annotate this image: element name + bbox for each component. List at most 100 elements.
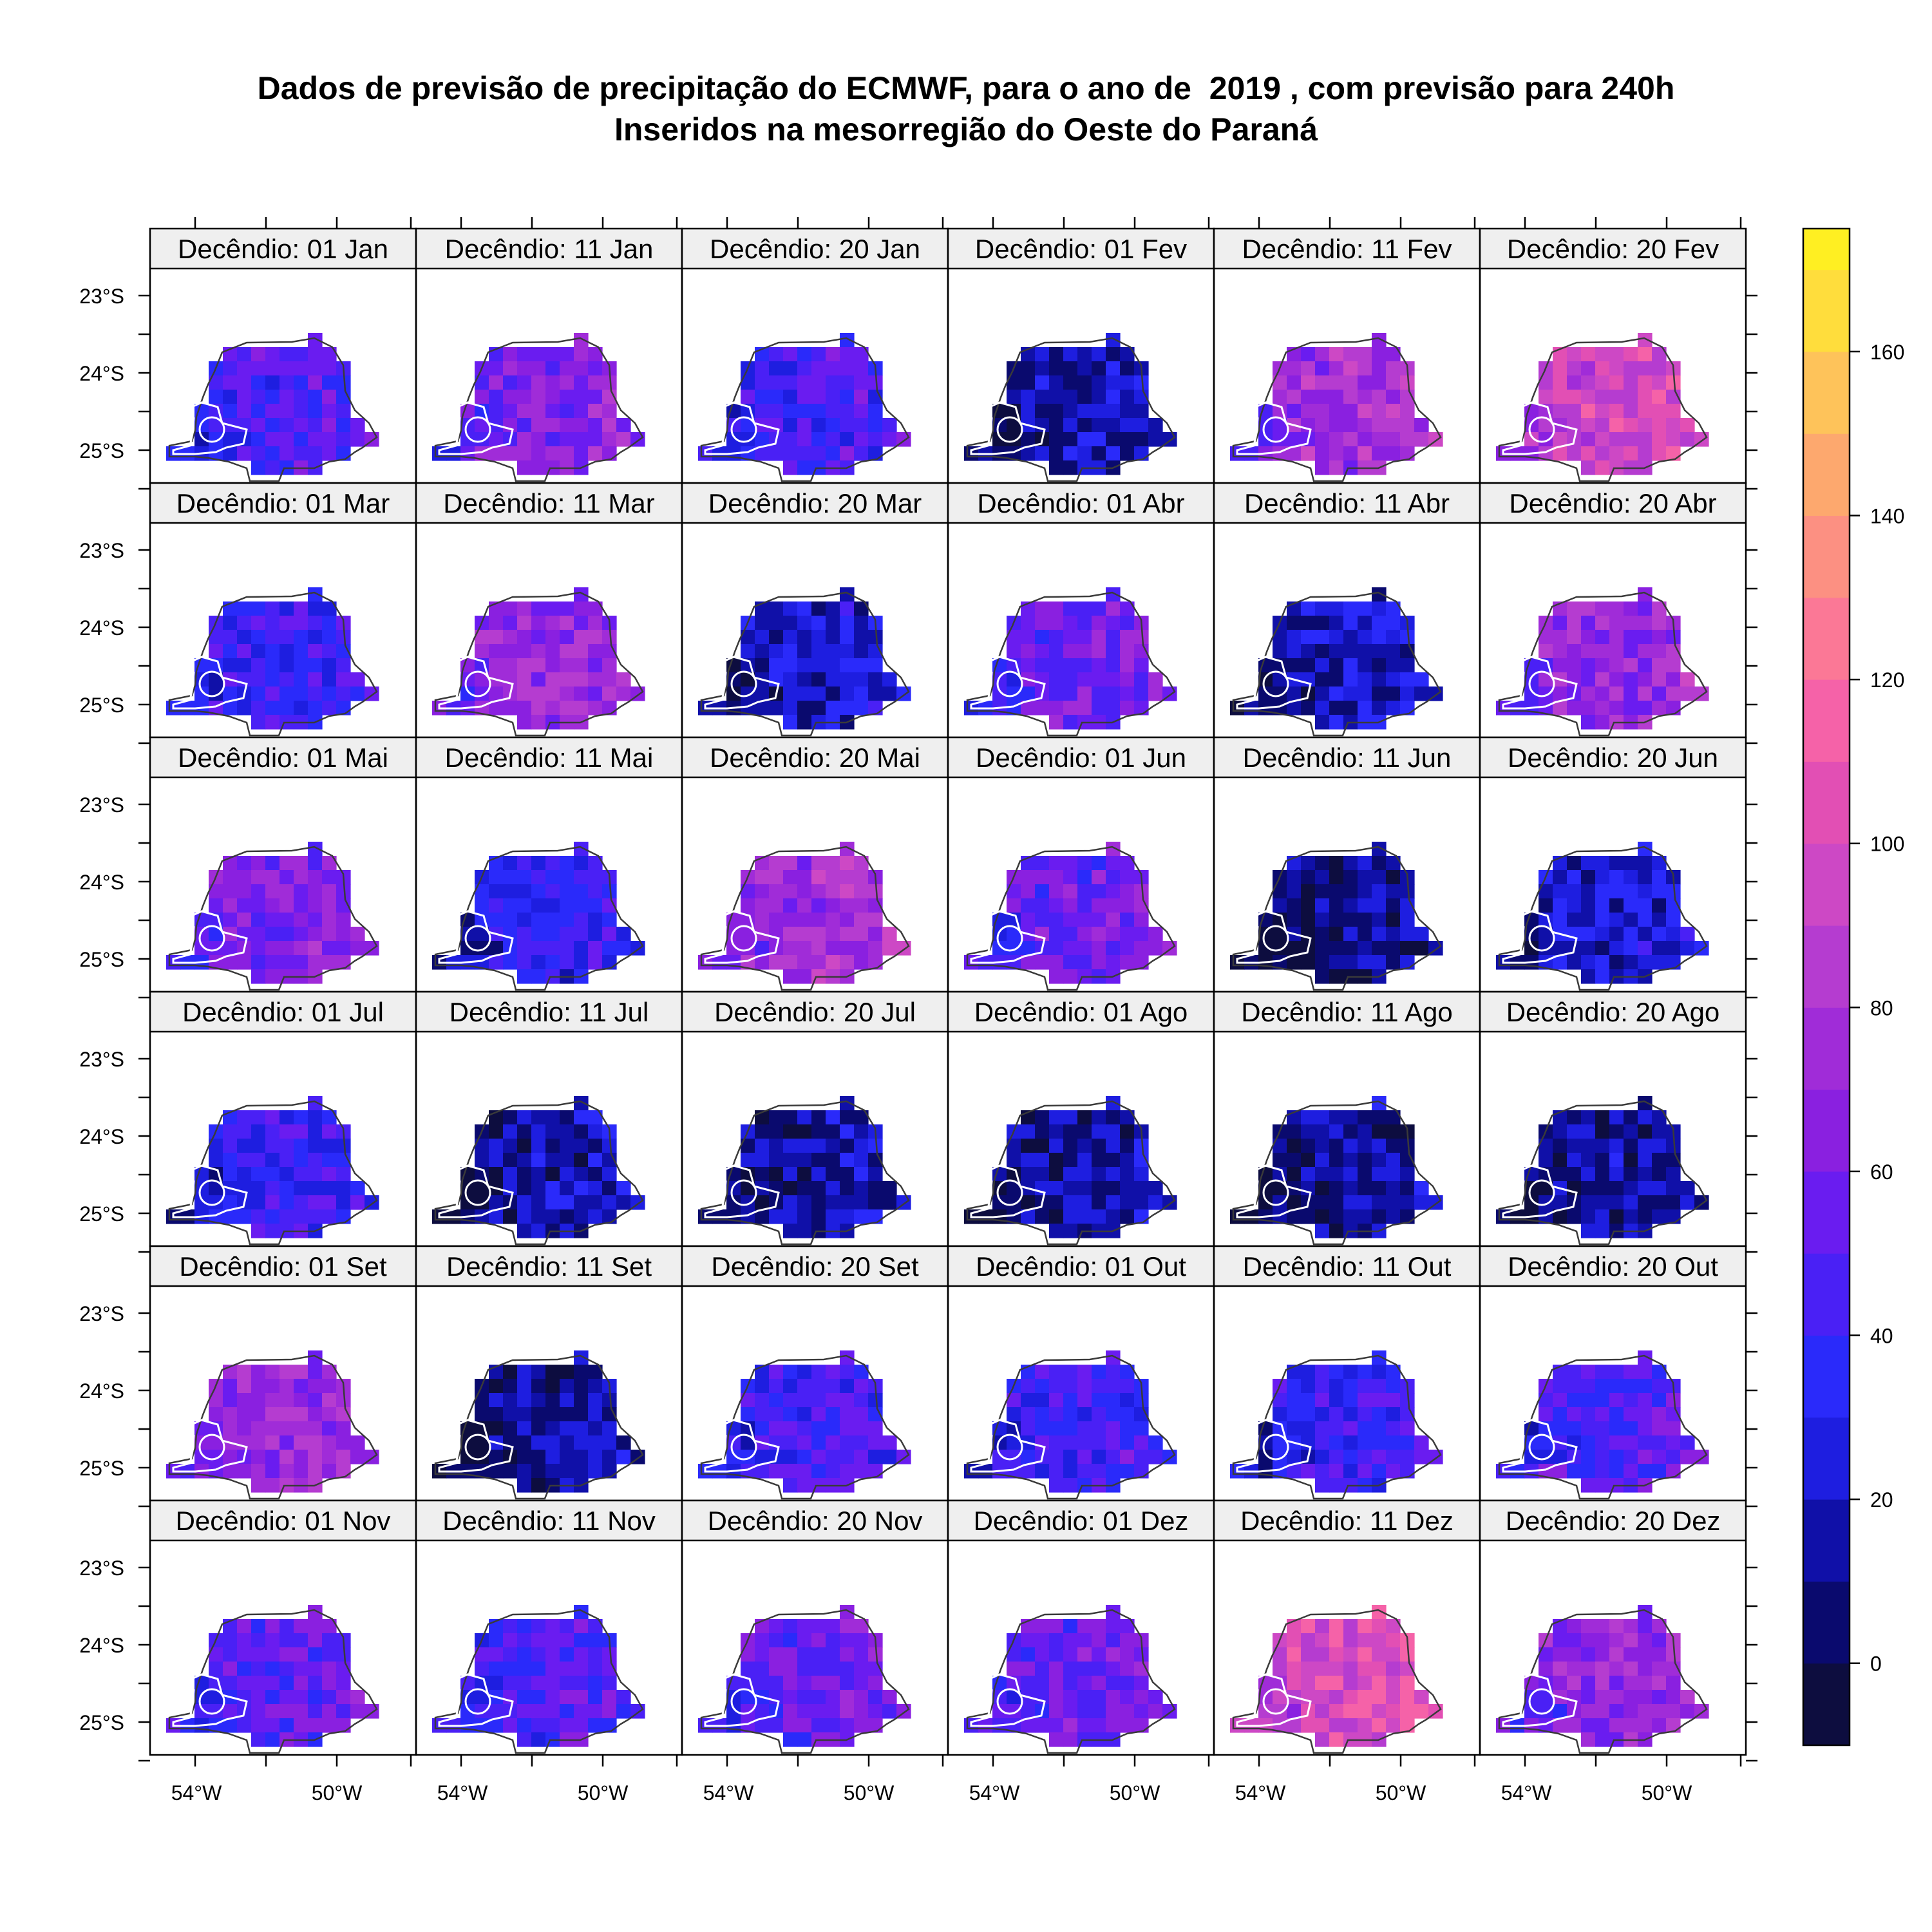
panel-strip [1480, 483, 1746, 523]
raster-cell [1315, 898, 1330, 913]
raster-cell [294, 1718, 308, 1733]
raster-cell [531, 347, 546, 362]
raster-cell [531, 687, 546, 701]
state-outline [434, 1100, 644, 1245]
raster-cell [840, 1676, 855, 1690]
raster-cell [1553, 432, 1567, 447]
raster-cell [840, 1096, 855, 1111]
raster-cell [1638, 898, 1653, 913]
raster-cell [574, 1619, 589, 1634]
raster-cell [811, 1450, 826, 1464]
raster-cell [769, 672, 784, 687]
raster-cell [769, 1407, 784, 1422]
raster-cell [1358, 1393, 1372, 1408]
raster-cell [223, 941, 238, 956]
station-circle [464, 1179, 491, 1206]
precip-raster [1230, 1605, 1443, 1754]
mesoregion-outline [970, 401, 1046, 455]
raster-cell [1092, 1619, 1106, 1634]
raster-cell [755, 1379, 770, 1394]
raster-cell [840, 390, 855, 404]
mesoregion-outline [1502, 1164, 1578, 1218]
raster-cell [602, 1195, 617, 1210]
map-panel: Decêndio: 20 Jul [681, 990, 949, 1247]
raster-cell [1301, 1365, 1316, 1379]
precip-raster [1496, 333, 1709, 482]
raster-cell [1595, 1365, 1610, 1379]
raster-cell [1567, 1167, 1582, 1182]
raster-cell [1315, 1464, 1330, 1479]
raster-cell [1007, 1647, 1021, 1662]
raster-cell [1581, 1478, 1596, 1493]
raster-cell [1553, 1139, 1567, 1153]
raster-cell [1120, 1153, 1135, 1168]
colorbar-band [1803, 1171, 1850, 1254]
raster-cell [1624, 601, 1638, 616]
raster-cell [1049, 432, 1064, 447]
raster-cell [1581, 969, 1596, 984]
raster-cell [1400, 418, 1415, 433]
raster-cell [560, 701, 574, 715]
raster-cell [322, 1690, 337, 1705]
raster-cell [1553, 701, 1567, 715]
raster-cell [826, 658, 840, 673]
raster-cell [1358, 601, 1372, 616]
raster-cell [1358, 1450, 1372, 1464]
raster-cell [769, 361, 784, 376]
panel-strip [1480, 737, 1746, 777]
raster-cell [308, 1195, 323, 1210]
raster-cell [1258, 1195, 1273, 1210]
raster-cell [322, 1464, 337, 1479]
raster-cell [1595, 404, 1610, 419]
raster-cell [237, 701, 252, 715]
title-line-2: Inseridos na mesorregião do Oeste do Par… [614, 111, 1318, 147]
station-circle [996, 1434, 1023, 1461]
raster-cell [1638, 870, 1653, 885]
panel-strip [416, 229, 682, 269]
raster-cell [1581, 870, 1596, 885]
raster-cell [1372, 941, 1387, 956]
raster-cell [1581, 913, 1596, 927]
raster-cell [209, 1647, 223, 1662]
raster-cell [1273, 941, 1287, 956]
raster-cell [1638, 1110, 1653, 1125]
panel-strip-label: Decêndio: 01 Mar [176, 488, 390, 518]
raster-cell [336, 418, 351, 433]
raster-cell [1106, 644, 1121, 659]
raster-cell [1567, 1662, 1582, 1676]
raster-cell [279, 913, 294, 927]
raster-cell [1258, 418, 1273, 433]
raster-cell [1077, 1393, 1092, 1408]
raster-cell [489, 1379, 504, 1394]
raster-cell [826, 913, 840, 927]
raster-cell [826, 1209, 840, 1224]
raster-cell [1666, 1435, 1681, 1450]
raster-cell [336, 658, 351, 673]
raster-cell [755, 701, 770, 715]
raster-cell [1539, 927, 1553, 942]
raster-cell [1553, 1407, 1567, 1422]
raster-cell [322, 1181, 337, 1196]
raster-cell [574, 1450, 589, 1464]
raster-cell [1049, 1464, 1064, 1479]
raster-cell [1595, 1379, 1610, 1394]
raster-cell [1372, 630, 1387, 645]
raster-cell [1400, 913, 1415, 927]
raster-cell [237, 390, 252, 404]
raster-cell [1106, 1421, 1121, 1436]
precip-raster [432, 1096, 645, 1245]
raster-cell [741, 884, 755, 899]
raster-cell [755, 1393, 770, 1408]
raster-cell [1666, 913, 1681, 927]
panel-strip [1214, 992, 1480, 1032]
raster-cell [1077, 1167, 1092, 1182]
raster-cell [279, 1421, 294, 1436]
raster-cell [489, 1393, 504, 1408]
raster-cell [1134, 432, 1149, 447]
raster-cell [1343, 1181, 1358, 1196]
raster-cell [1609, 1153, 1624, 1168]
raster-cell [308, 333, 323, 348]
raster-cell [1063, 460, 1078, 475]
raster-cell [322, 418, 337, 433]
raster-cell [1301, 913, 1316, 927]
